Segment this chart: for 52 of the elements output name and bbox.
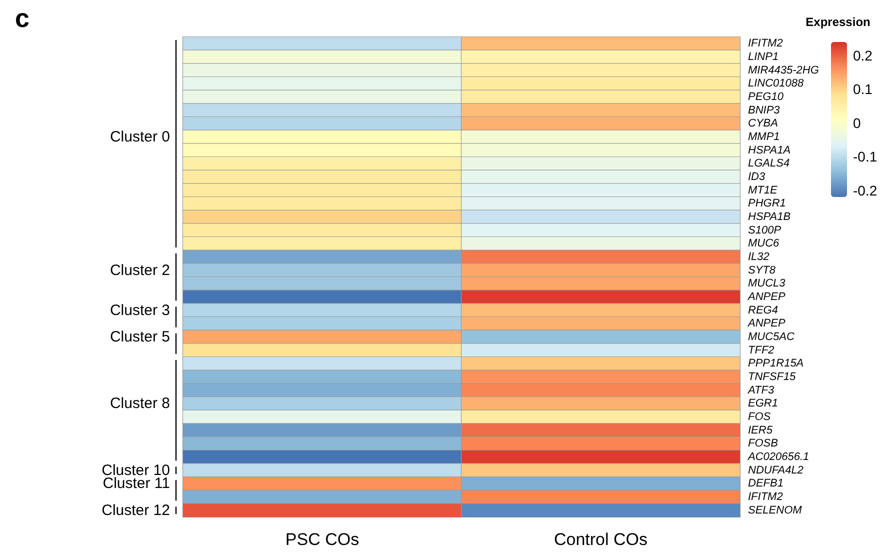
y2-tick-label: IFITM2 <box>748 38 783 50</box>
y2-tick-label: MT1E <box>748 184 778 196</box>
y2-tick-label: HSPA1A <box>748 144 791 156</box>
color-bar-label: -0.2 <box>853 182 878 198</box>
y2-tick-label: MUCL3 <box>748 278 786 290</box>
y-tick-label: Cluster 8 <box>110 395 170 412</box>
y2-tick-label: S100P <box>748 224 782 236</box>
y2-tick-label: BNIP3 <box>748 104 781 116</box>
chart-title: c <box>15 3 30 33</box>
y2-tick-label: SELENOM <box>748 504 803 516</box>
color-bar-label: 0.2 <box>853 47 873 64</box>
y2-tick-label: IFITM2 <box>748 491 783 503</box>
y2-tick-label: MUC6 <box>748 238 780 250</box>
x-tick-label: PSC COs <box>285 530 360 549</box>
y2-tick-label: FOSB <box>748 438 778 450</box>
y-tick-label: Cluster 0 <box>110 128 170 146</box>
y2-tick-label: LGALS4 <box>748 158 790 170</box>
legend-title: Expression <box>806 15 870 29</box>
x-tick-label: Control COs <box>554 530 648 549</box>
y2-tick-label: PPP1R15A <box>748 358 804 370</box>
y-tick-label: Cluster 5 <box>110 328 170 346</box>
y2-tick-label: HSPA1B <box>748 211 791 223</box>
y2-tick-label: ATF3 <box>747 384 775 396</box>
color-bar-label: 0.1 <box>853 81 873 98</box>
y2-tick-label: LINC01088 <box>748 78 805 90</box>
y2-tick-label: REG4 <box>748 304 778 316</box>
y-tick-label: Cluster 11 <box>102 475 170 492</box>
y2-tick-label: PHGR1 <box>748 198 786 210</box>
y2-tick-label: MUC5AC <box>748 331 795 343</box>
y2-tick-label: IL32 <box>748 251 770 263</box>
y2-tick-label: MMP1 <box>748 131 780 143</box>
y2-tick-label: FOS <box>748 411 772 423</box>
y2-tick-label: IER5 <box>748 424 774 436</box>
y2-tick-label: ID3 <box>748 171 766 183</box>
y-tick-label: Cluster 3 <box>110 302 170 319</box>
y2-tick-label: AC020656.1 <box>747 451 810 463</box>
y2-tick-label: CYBA <box>748 118 778 130</box>
y2-tick-label: DEFB1 <box>748 478 784 490</box>
y2-tick-label: TFF2 <box>748 344 774 356</box>
y2-tick-label: MIR4435-2HG <box>748 64 820 76</box>
y2-tick-label: EGR1 <box>748 398 778 410</box>
y2-tick-label: NDUFA4L2 <box>748 464 804 476</box>
y-tick-label: Cluster 12 <box>102 502 170 519</box>
y2-tick-label: ANPEP <box>747 318 786 330</box>
y2-tick-label: ANPEP <box>747 291 786 303</box>
y2-tick-label: SYT8 <box>748 264 776 276</box>
color-bar-label: 0 <box>853 114 861 131</box>
y2-tick-label: LINP1 <box>748 51 779 63</box>
y2-tick-label: TNFSF15 <box>748 371 797 383</box>
color-bar-label: -0.1 <box>853 148 878 165</box>
y-tick-label: Cluster 2 <box>110 262 170 279</box>
y2-tick-label: PEG10 <box>748 91 784 103</box>
